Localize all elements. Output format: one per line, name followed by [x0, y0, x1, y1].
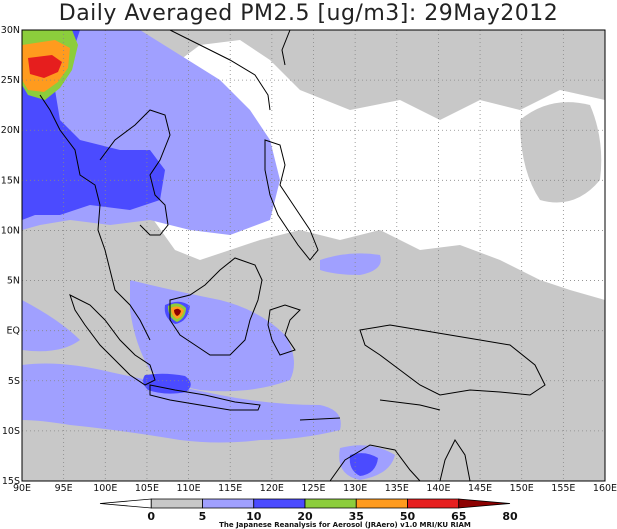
lon-tick-label: 130E	[343, 483, 367, 494]
lon-tick-label: 90E	[13, 483, 31, 494]
lon-tick-label: 140E	[426, 483, 450, 494]
lon-tick-label: 155E	[551, 483, 575, 494]
lon-tick-label: 160E	[593, 483, 617, 494]
lon-tick-label: 95E	[55, 483, 73, 494]
lat-tick-label: 25N	[1, 75, 20, 86]
lon-tick-label: 115E	[218, 483, 242, 494]
colorbar-level-label: 20	[297, 510, 313, 523]
lat-tick-label: EQ	[7, 326, 20, 337]
colorbar-segment	[407, 498, 460, 509]
contour-level-65-80	[28, 55, 62, 78]
lat-tick-label: 20N	[1, 125, 20, 136]
map-title: Daily Averaged PM2.5 [ug/m3]: 29May2012	[58, 1, 559, 26]
latitude-axis-labels: 30N 25N 20N 15N 10N 5N EQ 5S 10S 15S	[1, 25, 20, 487]
colorbar-level-label: 0	[147, 510, 155, 523]
coastlines	[39, 30, 546, 481]
colorbar-level-label: 5	[199, 510, 207, 523]
lon-tick-label: 100E	[93, 483, 117, 494]
lat-tick-label: 5N	[7, 276, 20, 287]
credit-text: The Japanese Reanalysis for Aerosol (JRA…	[219, 521, 471, 529]
colorbar: 0 5 10 20 35 50 65 80	[99, 498, 518, 523]
colorbar-segment	[253, 498, 306, 509]
longitude-axis-labels: 90E 95E 100E 105E 110E 115E 120E 125E 130E 135E 14…	[13, 483, 617, 494]
colorbar-segment	[355, 498, 408, 509]
colorbar-segment	[150, 498, 203, 509]
lat-tick-label: 15N	[1, 175, 20, 186]
hotspot-core	[174, 308, 181, 316]
colorbar-segment	[202, 498, 255, 509]
colorbar-level-label: 65	[451, 510, 466, 523]
lon-tick-label: 135E	[385, 483, 409, 494]
colorbar-level-label: 50	[400, 510, 416, 523]
colorbar-level-label: 10	[246, 510, 262, 523]
lon-tick-label: 120E	[260, 483, 284, 494]
colorbar-segment	[458, 498, 511, 509]
lon-tick-label: 110E	[177, 483, 201, 494]
plot-frame	[21, 29, 606, 482]
lon-tick-label: 150E	[510, 483, 534, 494]
lon-tick-label: 105E	[135, 483, 159, 494]
colorbar-level-label: 80	[502, 510, 518, 523]
colorbar-segment	[99, 498, 152, 509]
colorbar-segment	[304, 498, 357, 509]
pm25-contour-fields	[22, 30, 605, 481]
lat-tick-label: 10N	[1, 225, 20, 236]
lat-tick-label: 5S	[8, 376, 20, 387]
lon-tick-label: 125E	[301, 483, 325, 494]
lat-tick-label: 30N	[1, 25, 20, 36]
lat-tick-label: 15S	[2, 476, 20, 487]
colorbar-level-label: 35	[349, 510, 364, 523]
lon-tick-label: 145E	[468, 483, 492, 494]
lat-tick-label: 10S	[2, 426, 20, 437]
